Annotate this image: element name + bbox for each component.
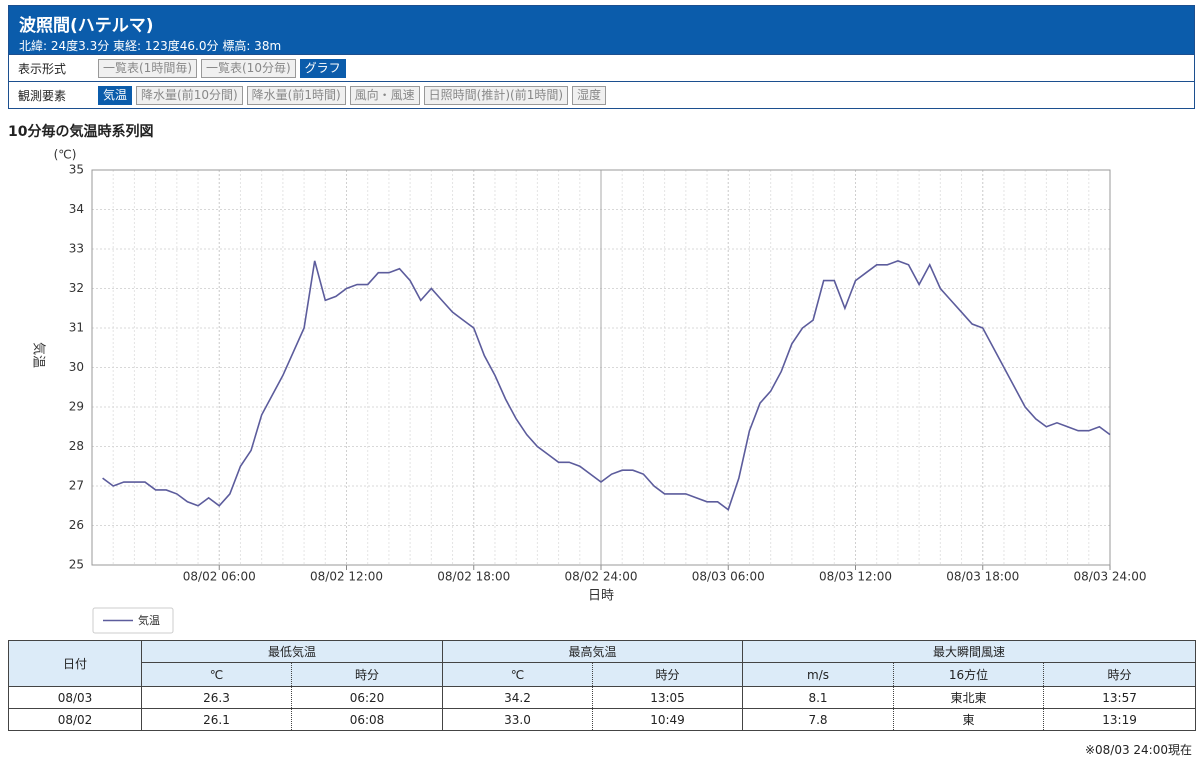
table-cell: 13:05 bbox=[592, 686, 744, 709]
table-cell: 13:57 bbox=[1043, 686, 1197, 709]
y-tick-label: 34 bbox=[69, 202, 84, 216]
tab-button[interactable]: 風向・風速 bbox=[349, 85, 420, 105]
y-tick-label: 33 bbox=[69, 242, 84, 256]
table-cell: 26.1 bbox=[141, 708, 292, 731]
x-tick-label: 08/02 12:00 bbox=[310, 570, 383, 584]
chart-title: 10分毎の気温時系列図 bbox=[8, 124, 154, 140]
subheader-cell: 16方位 bbox=[893, 662, 1045, 687]
table-cell: 東 bbox=[893, 708, 1045, 731]
subheader-cell: 時分 bbox=[290, 662, 444, 687]
element-row: 観測要素 気温 降水量(前10分間) 降水量(前1時間) 風向・風速 日照時間(推計)(前… bbox=[9, 81, 1194, 108]
x-tick-label: 08/03 06:00 bbox=[692, 570, 765, 584]
temperature-line bbox=[102, 259, 1111, 512]
table-cell: 東北東 bbox=[893, 686, 1045, 709]
y-tick-label: 28 bbox=[69, 439, 84, 453]
y-tick-label: 29 bbox=[69, 400, 84, 414]
station-header: 波照間(ハテルマ) 北緯: 24度3.3分 東経: 123度46.0分 標高: … bbox=[8, 5, 1195, 109]
x-tick-label: 08/02 06:00 bbox=[183, 570, 256, 584]
table-cell: 34.2 bbox=[442, 686, 594, 709]
tab-button[interactable]: 日照時間(推計)(前1時間) bbox=[423, 85, 569, 105]
table-cell: 7.8 bbox=[742, 708, 895, 731]
display-row: 表示形式 一覧表(1時間毎) 一覧表(10分毎) グラフ bbox=[9, 54, 1194, 81]
y-unit: (℃) bbox=[54, 148, 77, 162]
y-tick-label: 26 bbox=[69, 518, 84, 532]
y-tick-label: 25 bbox=[69, 558, 84, 572]
chart: 25 26 27 28 29 30 31 32 33 34 35 08/02 06:00 08/02 1… bbox=[31, 148, 1147, 634]
x-tick-label: 08/02 18:00 bbox=[437, 570, 510, 584]
station-title: 波照間(ハテルマ) bbox=[19, 16, 154, 36]
table-cell: 08/02 bbox=[8, 708, 142, 731]
table-cell: 10:49 bbox=[592, 708, 744, 731]
legend-label: 気温 bbox=[138, 613, 160, 627]
header-cell: 日付 bbox=[8, 640, 142, 687]
tab-button[interactable]: 気温 bbox=[98, 85, 133, 105]
table-cell: 26.3 bbox=[141, 686, 292, 709]
subheader-cell: 時分 bbox=[1043, 662, 1197, 687]
plot-frame bbox=[91, 169, 1111, 566]
header-cell: 最低気温 bbox=[140, 640, 444, 663]
header-cell: 最高気温 bbox=[442, 640, 744, 663]
row-label: 観測要素 bbox=[18, 88, 67, 103]
tab-button[interactable]: 一覧表(10分毎) bbox=[201, 58, 296, 78]
table-cell: 06:20 bbox=[290, 686, 444, 709]
y-tick-label: 32 bbox=[69, 281, 84, 295]
summary-table: 日付 最低気温 最高気温 最大瞬間風速 ℃ 時分 ℃ 時分 m/s 16方位 時… bbox=[8, 640, 1197, 731]
x-tick-label: 08/02 24:00 bbox=[565, 570, 638, 584]
row-label: 表示形式 bbox=[18, 61, 67, 76]
subheader-cell: ℃ bbox=[442, 662, 594, 687]
footer-note: ※08/03 24:00現在 bbox=[1084, 743, 1192, 757]
y-tick-label: 31 bbox=[69, 321, 84, 335]
title-bar: 波照間(ハテルマ) 北緯: 24度3.3分 東経: 123度46.0分 標高: … bbox=[9, 6, 1194, 54]
y-tick-label: 30 bbox=[69, 360, 84, 374]
y-axis-label: 気温 bbox=[31, 342, 47, 368]
header-cell: 最大瞬間風速 bbox=[742, 640, 1197, 663]
station-info: 北緯: 24度3.3分 東経: 123度46.0分 標高: 38m bbox=[19, 39, 282, 53]
table-cell: 06:08 bbox=[290, 708, 444, 731]
subheader-cell: 時分 bbox=[592, 662, 744, 687]
table-cell: 33.0 bbox=[442, 708, 594, 731]
y-tick-label: 27 bbox=[69, 479, 84, 493]
tab-button[interactable]: 降水量(前1時間) bbox=[246, 85, 346, 105]
tab-button[interactable]: 湿度 bbox=[572, 85, 607, 105]
x-tick-label: 08/03 18:00 bbox=[946, 570, 1019, 584]
table-cell: 08/03 bbox=[8, 686, 142, 709]
x-tick-label: 08/03 12:00 bbox=[819, 570, 892, 584]
table-cell: 13:19 bbox=[1043, 708, 1197, 731]
x-axis-label: 日時 bbox=[588, 589, 614, 604]
tab-button[interactable]: グラフ bbox=[299, 58, 346, 78]
tab-button[interactable]: 一覧表(1時間毎) bbox=[98, 58, 197, 78]
tab-button[interactable]: 降水量(前10分間) bbox=[136, 85, 243, 105]
y-tick-label: 35 bbox=[69, 163, 84, 177]
table-cell: 8.1 bbox=[742, 686, 895, 709]
subheader-cell: m/s bbox=[742, 662, 895, 687]
x-tick-label: 08/03 24:00 bbox=[1074, 570, 1147, 584]
subheader-cell: ℃ bbox=[141, 662, 292, 687]
